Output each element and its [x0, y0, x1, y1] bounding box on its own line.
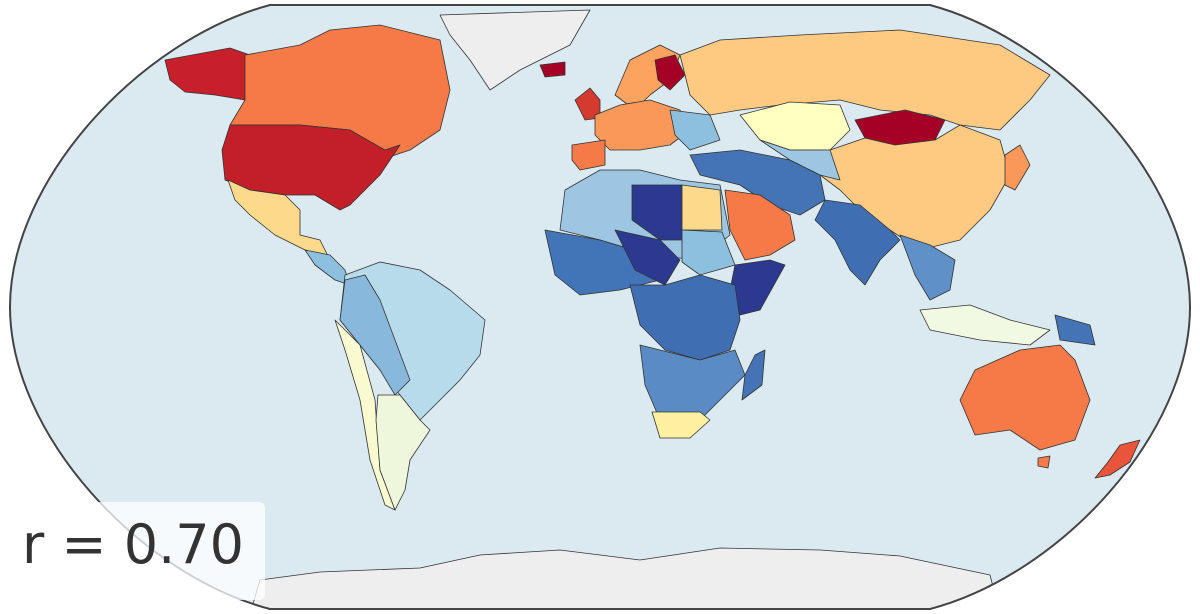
new-guinea — [1054, 314, 1096, 346]
iberia — [571, 139, 606, 171]
tasmania — [1037, 455, 1051, 469]
mexico — [227, 179, 331, 261]
sahel — [614, 229, 681, 286]
madagascar — [741, 349, 766, 401]
countries — [164, 9, 1141, 609]
uk-ireland — [574, 87, 601, 121]
new-zealand — [1094, 439, 1141, 479]
china — [819, 124, 1011, 251]
central-asia — [759, 139, 841, 181]
map-frame — [8, 4, 1192, 610]
central-africa — [629, 274, 741, 361]
southeast-asia — [899, 234, 956, 301]
egypt — [681, 184, 723, 231]
sudan — [681, 229, 736, 276]
chile-peru — [334, 319, 396, 511]
libya — [631, 184, 683, 241]
argentina — [375, 394, 431, 511]
greenland — [439, 9, 591, 91]
south-africa — [651, 411, 711, 439]
australia — [959, 344, 1091, 451]
west-south-america — [339, 274, 411, 396]
saudi-arabia — [724, 189, 796, 261]
iceland — [539, 61, 566, 78]
finland — [654, 54, 686, 91]
india — [814, 199, 901, 286]
japan — [1004, 144, 1031, 191]
alaska — [164, 47, 251, 101]
southern-africa — [639, 344, 746, 421]
annotation-box — [8, 502, 265, 600]
indonesia — [919, 304, 1051, 346]
turkey-iran — [689, 149, 826, 216]
eastern-europe — [669, 109, 721, 151]
annotation: r = 0.70 — [22, 513, 244, 576]
antarctica — [249, 547, 1001, 609]
